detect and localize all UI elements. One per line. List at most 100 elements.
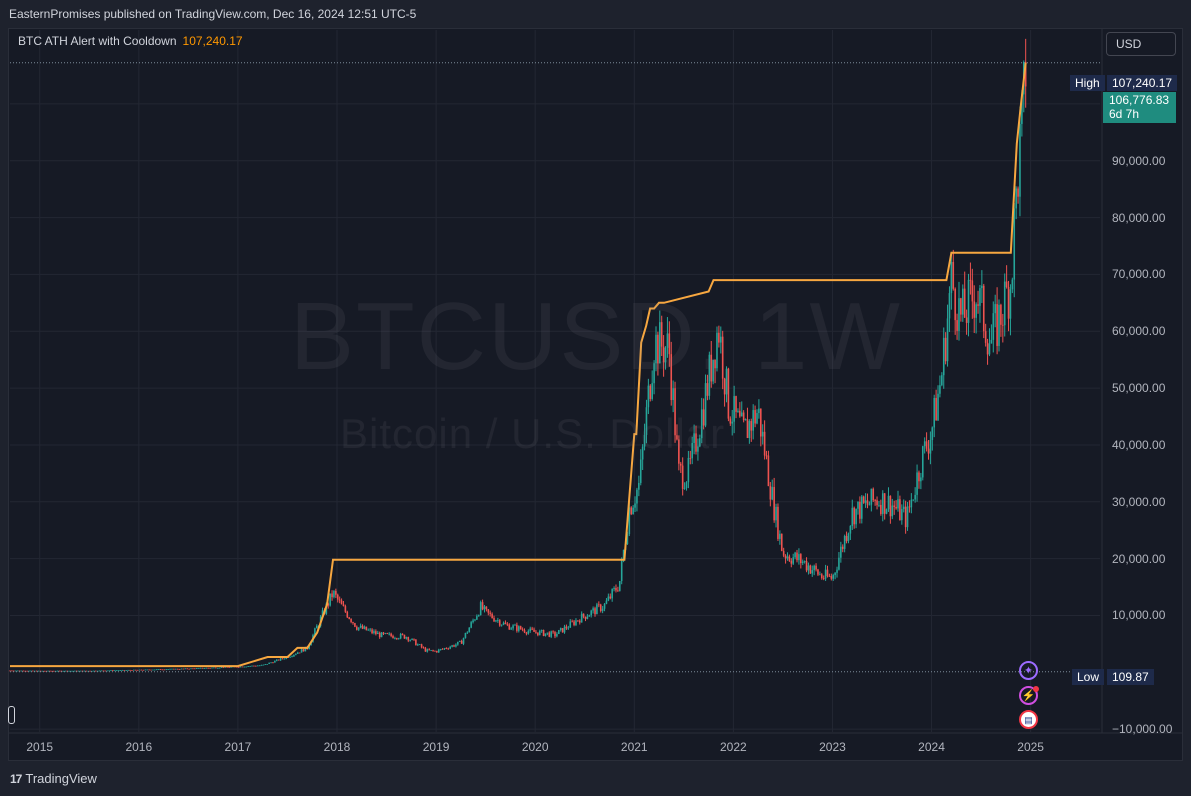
- candle-body: [382, 632, 385, 634]
- candle-body: [197, 667, 200, 669]
- candle-body: [578, 620, 581, 623]
- candle-body: [201, 667, 204, 669]
- y-tick-label: 10,000.00: [1112, 608, 1166, 623]
- candle-body: [102, 670, 105, 672]
- candle-body: [895, 506, 897, 509]
- chart-frame[interactable]: [8, 28, 1183, 761]
- x-tick-label: 2015: [26, 740, 54, 754]
- candle-body: [279, 658, 282, 661]
- candle-body: [493, 618, 495, 622]
- candle-body: [506, 624, 509, 625]
- candle-body: [251, 665, 253, 667]
- candle-body: [1011, 279, 1014, 290]
- currency-button[interactable]: USD: [1106, 32, 1176, 56]
- sparkle-icon[interactable]: ✦: [1019, 661, 1038, 680]
- candle-body: [840, 546, 842, 558]
- candle-body: [1005, 281, 1008, 288]
- candle-body: [746, 419, 749, 439]
- candle-body: [668, 333, 671, 355]
- candles: [9, 38, 1027, 672]
- candle-body: [859, 501, 861, 519]
- tradingview-logo-icon: 17: [10, 771, 22, 786]
- candle-body: [777, 506, 779, 539]
- candle-body: [449, 646, 451, 649]
- candle-body: [68, 670, 70, 672]
- candle-body: [434, 650, 436, 652]
- candle-body: [72, 670, 74, 672]
- candle-body: [1007, 287, 1010, 319]
- candle-body: [329, 593, 331, 606]
- candle-body: [622, 549, 625, 561]
- candle-body: [721, 336, 724, 379]
- candle-body: [674, 388, 676, 436]
- candle-body: [115, 670, 118, 672]
- candle-body: [948, 293, 951, 319]
- candle-body: [33, 670, 36, 672]
- us-flag-icon[interactable]: ▤: [1019, 710, 1038, 729]
- candle-body: [529, 628, 532, 632]
- candle-body: [519, 626, 522, 630]
- candle-body: [942, 337, 945, 376]
- candle-body: [37, 670, 40, 672]
- candle-body: [60, 670, 63, 672]
- candle-body: [592, 608, 594, 611]
- candle-body: [495, 620, 497, 622]
- candle-body: [249, 666, 251, 667]
- candle-body: [354, 623, 356, 627]
- candle-body: [504, 622, 507, 625]
- candle-body: [784, 555, 787, 559]
- candle-body: [455, 644, 457, 647]
- candle-body: [893, 505, 895, 507]
- scroll-handle-icon[interactable]: [8, 706, 15, 724]
- candle-body: [173, 668, 175, 670]
- candle-body: [205, 667, 208, 669]
- candle-body: [704, 383, 707, 426]
- candle-body: [335, 590, 337, 595]
- candle-body: [256, 665, 259, 667]
- candle-body: [773, 487, 775, 521]
- candle-body: [485, 606, 488, 610]
- candle-body: [1019, 123, 1021, 197]
- y-tick-label: 50,000.00: [1112, 381, 1166, 396]
- candle-body: [108, 670, 110, 672]
- candle-body: [510, 628, 512, 630]
- candle-body: [950, 261, 953, 294]
- candle-body: [838, 557, 840, 570]
- candle-body: [847, 533, 850, 542]
- y-tick-label: 70,000.00: [1112, 267, 1166, 282]
- indicator-legend[interactable]: BTC ATH Alert with Cooldown 107,240.17: [18, 34, 243, 48]
- tradingview-brand[interactable]: 17 TradingView: [10, 771, 97, 786]
- candle-body: [662, 346, 665, 363]
- candle-body: [123, 670, 126, 671]
- candle-body: [645, 407, 648, 435]
- lightning-icon[interactable]: ⚡: [1019, 686, 1039, 705]
- candle-body: [104, 670, 107, 672]
- candle-body: [386, 633, 389, 634]
- candle-body: [887, 495, 890, 510]
- high-value: 107,240.17: [1107, 75, 1178, 91]
- candle-body: [338, 599, 341, 601]
- candle-body: [516, 624, 518, 631]
- candle-body: [508, 624, 511, 630]
- candle-body: [1002, 324, 1004, 326]
- candle-body: [647, 385, 650, 408]
- candle-body: [563, 626, 566, 633]
- candle-body: [780, 533, 783, 551]
- candle-body: [18, 670, 21, 672]
- candle-body: [880, 504, 882, 514]
- ath-alert-line: [10, 62, 1027, 668]
- candle-body: [927, 448, 930, 454]
- candle-body: [853, 507, 855, 525]
- candle-body: [556, 633, 558, 637]
- candle-body: [885, 509, 888, 514]
- candle-body: [443, 648, 446, 650]
- candle-body: [457, 641, 459, 645]
- candle-body: [973, 301, 976, 318]
- candle-body: [700, 409, 703, 439]
- candle-body: [655, 334, 657, 364]
- candle-body: [760, 408, 762, 437]
- candle-body: [939, 385, 941, 394]
- candle-body: [651, 383, 653, 399]
- candle-body: [131, 670, 133, 671]
